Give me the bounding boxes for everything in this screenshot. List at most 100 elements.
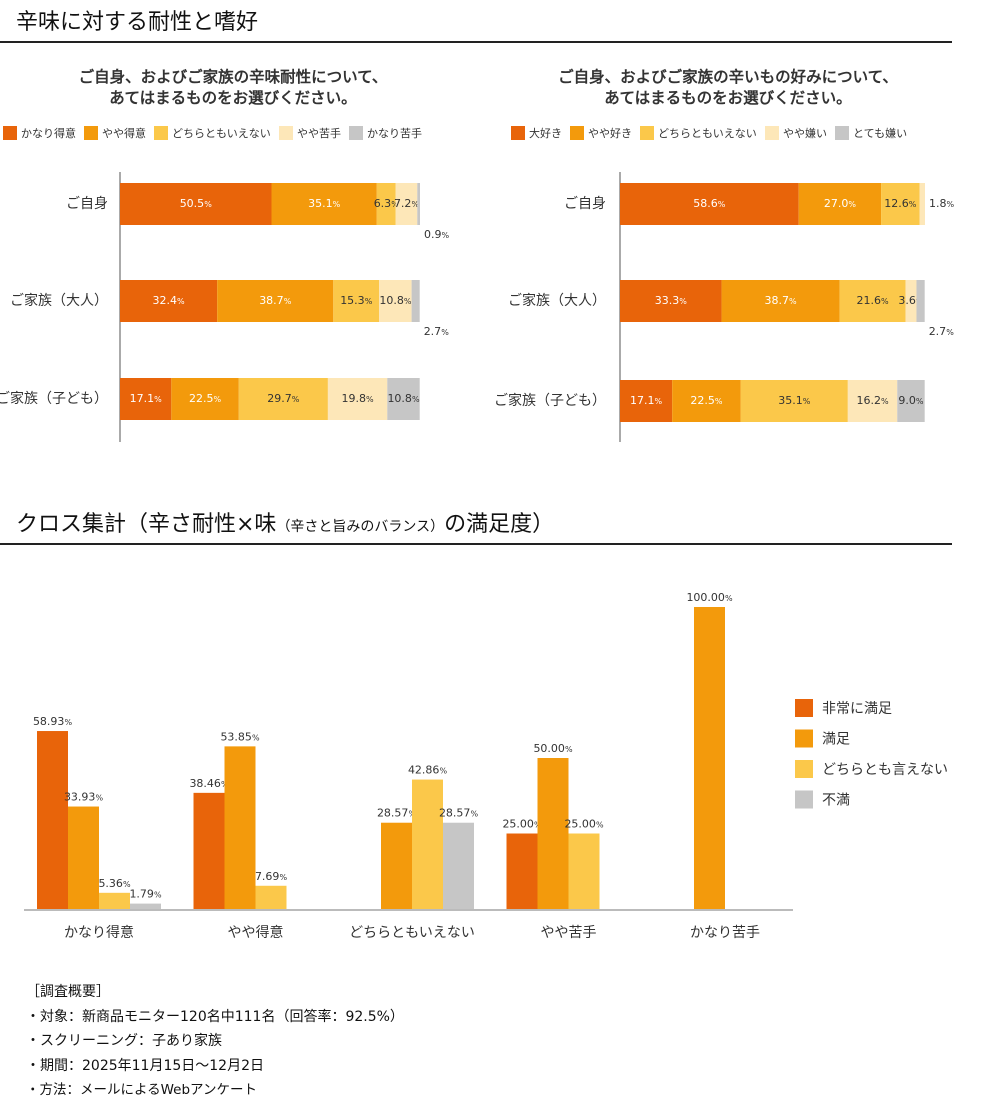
bar-segment [327, 378, 388, 420]
bar-segment [379, 280, 412, 322]
category-label: ご家族（大人） [508, 292, 606, 309]
bar-segment [620, 380, 673, 422]
divider-top [0, 41, 952, 43]
chart-title: ご自身、およびご家族の辛味耐性について、 [79, 67, 388, 86]
bar-segment [271, 183, 377, 225]
category-label: ご自身 [66, 196, 108, 212]
data-label: 35.1% [778, 394, 811, 407]
bar-segment [395, 183, 418, 225]
data-label: 6.3% [374, 197, 400, 210]
legend-swatch [511, 126, 525, 140]
bar-segment [620, 280, 722, 322]
legend-label: やや嫌い [783, 126, 827, 140]
data-label: 100.00% [686, 591, 733, 604]
data-label: 12.6% [884, 197, 917, 210]
bar-segment [411, 280, 420, 322]
legend-swatch [795, 699, 813, 717]
data-label: 58.6% [693, 197, 726, 210]
section-title-bottom-main: クロス集計（辛さ耐性×味 [16, 512, 277, 537]
data-label: 53.85% [220, 730, 260, 743]
bar-segment [376, 183, 396, 225]
bar-segment [120, 280, 218, 322]
bar [381, 822, 412, 909]
legend-label: 不満 [822, 793, 850, 809]
legend-label: かなり苦手 [367, 126, 422, 140]
legend-swatch [835, 126, 849, 140]
data-label: 29.7% [267, 392, 300, 405]
legend-swatch [765, 126, 779, 140]
survey-summary-line: ・期間：2025年11月15日～12月2日 [26, 1057, 264, 1074]
data-label: 38.7% [765, 294, 798, 307]
data-label: 42.86% [408, 764, 448, 777]
data-label: 7.2% [394, 197, 420, 210]
bar-segment [217, 280, 334, 322]
x-tick-label: かなり苦手 [690, 925, 760, 941]
bar-segment [847, 380, 898, 422]
bar-segment [333, 280, 380, 322]
category-label: ご家族（大人） [10, 292, 108, 309]
legend-swatch [795, 790, 813, 809]
chart-title: ご自身、およびご家族の辛いもの好みについて、 [558, 67, 898, 86]
bar [506, 833, 538, 909]
bar-segment [238, 378, 328, 420]
legend-swatch [349, 126, 363, 140]
survey-summary-line: ・スクリーニング：子あり家族 [26, 1033, 222, 1049]
bar-segment [417, 183, 420, 225]
legend-swatch [84, 126, 98, 140]
data-label: 17.1% [130, 392, 163, 405]
section-title-bottom-small: （辛さと旨みのバランス） [276, 519, 445, 535]
legend-swatch [154, 126, 168, 140]
bar-segment [919, 183, 925, 225]
legend-label: 非常に満足 [822, 701, 892, 717]
bar-segment [620, 183, 799, 225]
bar-segment [672, 380, 741, 422]
bar [568, 833, 600, 909]
bar-segment [740, 380, 848, 422]
bar [537, 758, 569, 909]
data-label: 33.93% [64, 791, 104, 804]
section-title-bottom-end: の満足度） [444, 512, 555, 537]
bar [443, 822, 474, 909]
category-label: ご家族（子ども） [0, 390, 108, 407]
data-label: 28.57% [377, 807, 417, 820]
x-tick-label: かなり得意 [64, 924, 134, 941]
legend-swatch [795, 760, 813, 778]
legend-swatch [3, 126, 17, 140]
survey-summary-heading: ［調査概要］ [26, 984, 110, 1000]
legend-label: どちらとも言えない [822, 762, 948, 778]
bar [68, 806, 99, 909]
data-label: 9.0% [898, 394, 924, 407]
bar [130, 903, 161, 909]
data-label: 50.5% [180, 197, 213, 210]
legend-label: 大好き [529, 126, 562, 140]
data-label: 1.79% [129, 888, 162, 901]
bar-segment [839, 280, 906, 322]
bar-segment [798, 183, 882, 225]
data-label: 25.00% [564, 818, 604, 831]
category-label: ご家族（子ども） [494, 392, 606, 409]
x-tick-label: やや得意 [228, 924, 284, 941]
bar [255, 885, 287, 909]
bar-segment [881, 183, 920, 225]
legend-label: やや苦手 [297, 126, 341, 140]
data-label: 38.7% [259, 294, 292, 307]
data-label: 25.00% [502, 818, 542, 831]
survey-summary: ［調査概要］ ・対象：新商品モニター120名中111名（回答率：92.5%） ・… [26, 980, 404, 1103]
bar [224, 746, 256, 909]
data-label: 50.00% [533, 742, 573, 755]
bar [193, 792, 225, 909]
survey-summary-line: ・対象：新商品モニター120名中111名（回答率：92.5%） [26, 1008, 404, 1025]
data-label: 7.69% [255, 870, 288, 883]
legend-label: どちらともいえない [172, 127, 271, 140]
data-label: 0.9% [424, 228, 450, 241]
bar [99, 892, 130, 909]
data-label: 5.36% [98, 877, 131, 890]
bar-segment [171, 378, 239, 420]
data-label: 22.5% [189, 392, 222, 405]
bar-segment [120, 183, 272, 225]
chart-title: あてはまるものをお選びください。 [109, 89, 356, 107]
data-label: 27.0% [824, 197, 857, 210]
legend-label: とても嫌い [853, 126, 907, 140]
bar-segment [721, 280, 840, 322]
